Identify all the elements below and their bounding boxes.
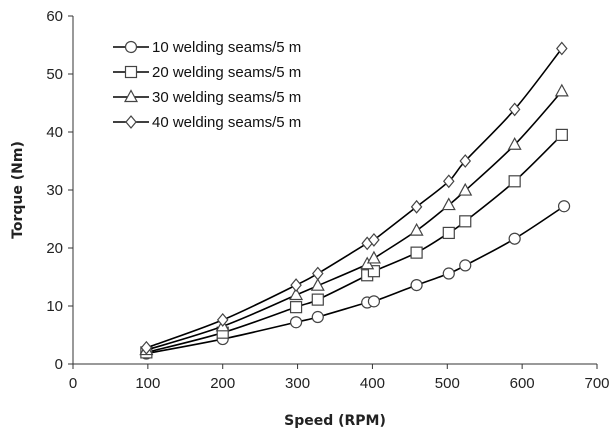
- x-tick-label: 600: [510, 375, 535, 392]
- y-tick-label: 10: [46, 298, 63, 315]
- x-tick-label: 400: [360, 375, 385, 392]
- series-diamond: [140, 41, 568, 355]
- data-point-diamond: [290, 278, 302, 293]
- y-tick-label: 40: [46, 124, 63, 141]
- data-point-square: [410, 246, 423, 259]
- data-point-diamond: [508, 102, 521, 117]
- x-axis-title: Speed (RPM): [284, 413, 386, 429]
- legend-item: 30 welding seams/5 m: [113, 89, 301, 106]
- data-point-diamond: [140, 340, 153, 355]
- x-tick-label: 100: [135, 375, 160, 392]
- legend-label: 20 welding seams/5 m: [152, 64, 301, 81]
- data-point-circle: [311, 310, 324, 324]
- y-tick-label: 60: [46, 8, 63, 25]
- data-point-circle: [442, 267, 455, 280]
- legend: 10 welding seams/5 m 20 welding seams/5 m…: [113, 39, 301, 131]
- data-point-circle: [367, 295, 381, 308]
- data-point-triangle: [366, 250, 381, 264]
- data-point-triangle: [310, 277, 325, 291]
- legend-item: 10 welding seams/5 m: [113, 39, 301, 56]
- data-point-triangle: [554, 83, 569, 97]
- data-point-square: [459, 215, 472, 228]
- data-point-diamond: [312, 266, 324, 281]
- data-point-triangle: [507, 137, 522, 150]
- data-point-diamond: [216, 312, 229, 327]
- data-point-triangle: [458, 182, 473, 196]
- legend-marker-square: [124, 65, 138, 79]
- data-point-square: [311, 293, 324, 306]
- data-point-square: [289, 301, 303, 314]
- data-point-square: [555, 128, 568, 141]
- series-circle: [140, 200, 571, 360]
- x-tick-label: 700: [584, 375, 609, 392]
- y-axis-title: Torque (Nm): [10, 141, 26, 239]
- legend-label: 10 welding seams/5 m: [152, 39, 301, 56]
- y-tick-label: 20: [46, 240, 63, 257]
- x-tick-label: 300: [285, 375, 310, 392]
- ticks: 0 100 200 300 400 500 600 700 0 10 20 30 40 50 60: [46, 8, 609, 392]
- series-group: [139, 41, 571, 360]
- legend-marker-circle: [124, 40, 138, 54]
- y-tick-label: 0: [55, 356, 63, 373]
- series-line: [146, 134, 563, 354]
- data-point-triangle: [289, 287, 304, 301]
- data-point-triangle: [409, 222, 424, 236]
- legend-item: 40 welding seams/5 m: [113, 114, 301, 131]
- series-square: [140, 128, 568, 359]
- legend-label: 40 welding seams/5 m: [152, 114, 301, 131]
- data-point-diamond: [368, 232, 380, 247]
- y-tick-label: 50: [46, 66, 63, 83]
- data-point-triangle: [441, 197, 456, 211]
- y-tick-label: 30: [46, 182, 63, 199]
- data-point-circle: [410, 279, 423, 292]
- data-point-diamond: [443, 174, 455, 189]
- data-point-diamond: [556, 41, 568, 56]
- data-point-circle: [557, 200, 571, 213]
- data-point-diamond: [410, 199, 423, 214]
- data-point-circle: [508, 232, 521, 245]
- data-point-square: [508, 175, 521, 188]
- legend-marker-triangle: [123, 89, 139, 103]
- x-tick-label: 500: [435, 375, 460, 392]
- x-tick-label: 200: [210, 375, 235, 392]
- legend-marker-diamond: [125, 115, 137, 129]
- legend-item: 20 welding seams/5 m: [113, 64, 301, 81]
- data-point-circle: [289, 316, 303, 329]
- x-tick-label: 0: [69, 375, 77, 392]
- data-point-square: [367, 265, 381, 278]
- data-point-circle: [459, 259, 472, 272]
- data-point-diamond: [459, 154, 472, 168]
- data-point-square: [442, 226, 455, 240]
- series-triangle: [139, 83, 569, 356]
- legend-label: 30 welding seams/5 m: [152, 89, 301, 106]
